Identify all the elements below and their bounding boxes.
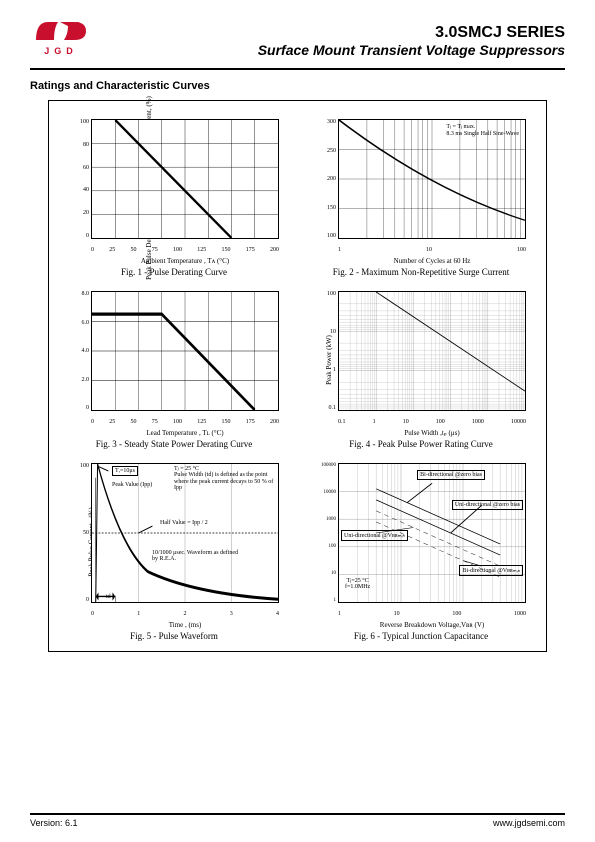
fig5-a2: Peak Value (Ipp) — [112, 482, 152, 488]
fig6-a4: Bi-directional @Vʙʀₘᵢₙ — [459, 565, 523, 576]
fig6-a2: Uni-directional @zero bias — [452, 500, 523, 510]
fig5-caption: Fig. 5 - Pulse Waveform — [63, 631, 285, 641]
fig2-xlabel: Number of Cycles at 60 Hz — [338, 257, 526, 265]
fig6-yticks: 110100100010000100000 — [318, 463, 336, 603]
fig3-caption: Fig. 3 - Steady State Power Derating Cur… — [63, 439, 285, 449]
fig2-caption: Fig. 2 - Maximum Non-Repetitive Surge Cu… — [310, 267, 532, 277]
fig4-plot — [338, 291, 526, 411]
fig6-a1: Bi-directional @zero bias — [417, 470, 485, 480]
fig1: Peak Pulse Derating in Percentage of Pea… — [63, 113, 285, 277]
fig4-yticks: 0.1110100 — [318, 291, 336, 411]
fig3-plot — [91, 291, 279, 411]
footer-url: www.jgdsemi.com — [493, 818, 565, 828]
series-title: 3.0SMCJ SERIES — [92, 24, 565, 42]
fig5-xticks: 01234 — [91, 611, 279, 617]
fig3-xlabel: Lead Temperature , Tʟ (°C) — [91, 429, 279, 437]
fig6-plot: Bi-directional @zero bias Uni-directiona… — [338, 463, 526, 603]
fig2: Peak Forward Surge Current, (A) 10015020… — [310, 113, 532, 277]
fig5-a34: Tⱼ = 25 °C Pulse Width (td) is defined a… — [174, 466, 274, 491]
logo-block: JGD — [30, 18, 92, 56]
jgd-logo-icon — [34, 18, 88, 44]
fig6-caption: Fig. 6 - Typical Junction Capacitance — [310, 631, 532, 641]
title-block: 3.0SMCJ SERIES Surface Mount Transient V… — [92, 18, 565, 58]
fig6-a3: Uni-directional @Vʙʀₘᵢₙ — [341, 530, 408, 541]
fig5-a1: Tᵣ=10μs — [112, 466, 138, 476]
fig1-xlabel: Ambient Temperature , Tᴀ (°C) — [91, 257, 279, 265]
fig1-xticks: 0255075100125150175200 — [91, 247, 279, 253]
chart-row-1: Peak Pulse Derating in Percentage of Pea… — [63, 113, 532, 277]
fig5-xlabel: Time , (ms) — [91, 621, 279, 629]
fig4-caption: Fig. 4 - Peak Pulse Power Rating Curve — [310, 439, 532, 449]
version-text: Version: 6.1 — [30, 818, 78, 828]
fig3-yticks: 02.04.06.08.0 — [71, 291, 89, 411]
fig3-xticks: 0255075100125150175200 — [91, 419, 279, 425]
header-rule — [30, 68, 565, 70]
fig5-plot: Tᵣ=10μs Peak Value (Ipp) Tⱼ = 25 °C Puls… — [91, 463, 279, 603]
charts-frame: Peak Pulse Derating in Percentage of Pea… — [48, 100, 547, 652]
fig5-a5: Half Value = Ipp / 2 — [160, 520, 208, 526]
fig6: Junction Capacitance,Cⱼ (pF) 11010010001… — [310, 457, 532, 641]
fig4: Peak Power (kW) 0.1110100 — [310, 285, 532, 449]
section-title: Ratings and Characteristic Curves — [30, 80, 595, 92]
page-footer: Version: 6.1 www.jgdsemi.com — [0, 813, 595, 828]
logo-text: JGD — [30, 46, 92, 56]
series-subtitle: Surface Mount Transient Voltage Suppress… — [92, 42, 565, 58]
fig5-yticks: 050100 — [71, 463, 89, 603]
fig3: Steady State Power Dissipation, (W) 02.0… — [63, 285, 285, 449]
fig5-a7: td — [106, 594, 111, 600]
fig4-xticks: 0.1110100100010000 — [338, 419, 526, 425]
fig5-a6: 10/1000 μsec. Waveform as defined by R.E… — [152, 550, 240, 563]
fig4-xlabel: Pulse Width ,tₚ (μs) — [338, 429, 526, 437]
fig6-xticks: 1101001000 — [338, 611, 526, 617]
fig2-note: Tⱼ = Tⱼ max. 8.3 ms Single Half Sine-Wav… — [446, 124, 519, 137]
fig6-xlabel: Reverse Breakdown Voltage,Vʙʀ (V) — [338, 621, 526, 629]
chart-row-3: Peak Pulse Current , (%) 050100 — [63, 457, 532, 641]
page-header: JGD 3.0SMCJ SERIES Surface Mount Transie… — [0, 0, 595, 64]
fig1-plot — [91, 119, 279, 239]
fig2-xticks: 110100 — [338, 247, 526, 253]
footer-rule — [30, 813, 565, 815]
fig2-yticks: 100150200250300 — [318, 119, 336, 239]
fig5: Peak Pulse Current , (%) 050100 — [63, 457, 285, 641]
fig1-caption: Fig. 1 - Pulse Derating Curve — [63, 267, 285, 277]
chart-row-2: Steady State Power Dissipation, (W) 02.0… — [63, 285, 532, 449]
fig6-a56: Tⱼ=25 °C f=1.0MHz — [345, 578, 370, 590]
fig2-plot: Tⱼ = Tⱼ max. 8.3 ms Single Half Sine-Wav… — [338, 119, 526, 239]
fig1-yticks: 020406080100 — [71, 119, 89, 239]
